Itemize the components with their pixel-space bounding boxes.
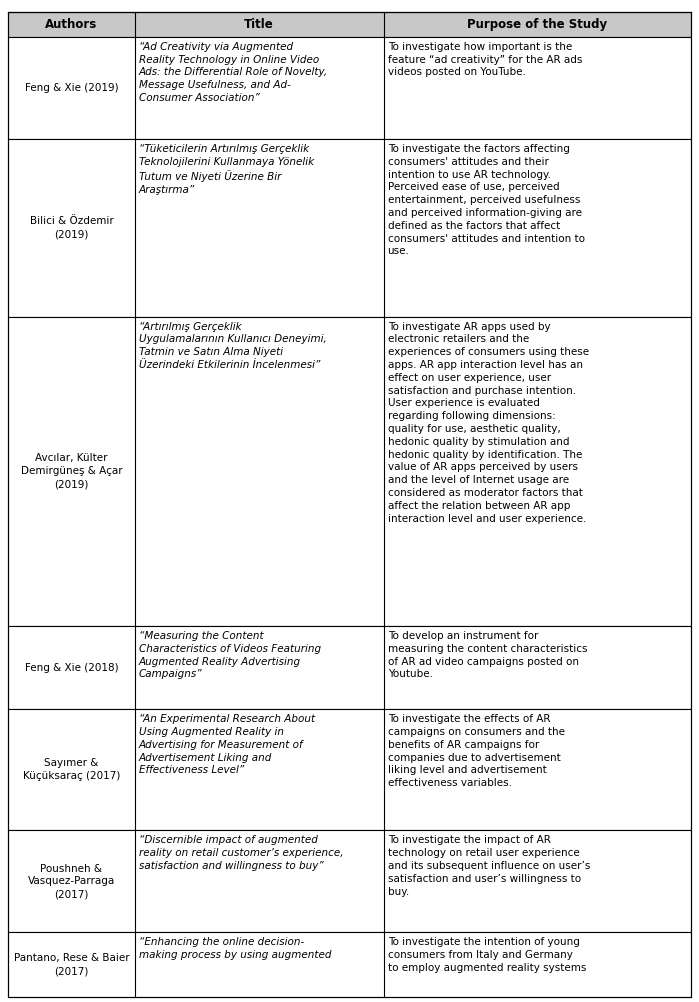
- Text: “Ad Creativity via Augmented
Reality Technology in Online Video
Ads: the Differe: “Ad Creativity via Augmented Reality Tec…: [138, 42, 328, 103]
- Text: Sayımer &
Küçüksaraç (2017): Sayımer & Küçüksaraç (2017): [23, 759, 120, 782]
- Text: SAMPLE: SAMPLE: [85, 395, 642, 768]
- Bar: [8, 139, 691, 317]
- Text: Avcılar, Külter
Demirgüneş & Açar
(2019): Avcılar, Külter Demirgüneş & Açar (2019): [21, 454, 122, 489]
- Text: Title: Title: [244, 18, 274, 31]
- Text: “Tüketicilerin Artırılmış Gerçeklik
Teknolojilerini Kullanmaya Yönelik
Tutum ve : “Tüketicilerin Artırılmış Gerçeklik Tekn…: [138, 144, 314, 195]
- Text: To develop an instrument for
measuring the content characteristics
of AR ad vide: To develop an instrument for measuring t…: [388, 631, 587, 679]
- Text: Poushneh &
Vasquez-Parraga
(2017): Poushneh & Vasquez-Parraga (2017): [28, 864, 115, 899]
- Bar: [8, 831, 691, 933]
- Text: “Artırılmış Gerçeklik
Uygulamalarının Kullanıcı Deneyimi,
Tatmin ve Satın Alma N: “Artırılmış Gerçeklik Uygulamalarının Ku…: [138, 322, 326, 370]
- Text: “An Experimental Research About
Using Augmented Reality in
Advertising for Measu: “An Experimental Research About Using Au…: [138, 714, 315, 776]
- Bar: [8, 12, 691, 37]
- Bar: [8, 626, 691, 709]
- Text: “Discernible impact of augmented
reality on retail customer’s experience,
satisf: “Discernible impact of augmented reality…: [138, 836, 343, 871]
- Text: Feng & Xie (2018): Feng & Xie (2018): [24, 662, 118, 672]
- Bar: [8, 933, 691, 997]
- Text: Purpose of the Study: Purpose of the Study: [467, 18, 607, 31]
- Text: Pantano, Rese & Baier
(2017): Pantano, Rese & Baier (2017): [14, 953, 129, 976]
- Text: Bilici & Özdemir
(2019): Bilici & Özdemir (2019): [29, 216, 113, 239]
- Text: Authors: Authors: [45, 18, 98, 31]
- Text: To investigate how important is the
feature “ad creativity” for the AR ads
video: To investigate how important is the feat…: [388, 42, 582, 77]
- Text: To investigate the intention of young
consumers from Italy and Germany
to employ: To investigate the intention of young co…: [388, 938, 586, 973]
- Text: Feng & Xie (2019): Feng & Xie (2019): [24, 83, 118, 93]
- Bar: [8, 37, 691, 139]
- Bar: [8, 317, 691, 626]
- Text: To investigate the impact of AR
technology on retail user experience
and its sub: To investigate the impact of AR technolo…: [388, 836, 590, 897]
- Text: To investigate the effects of AR
campaigns on consumers and the
benefits of AR c: To investigate the effects of AR campaig…: [388, 714, 565, 789]
- Text: To investigate the factors affecting
consumers' attitudes and their
intention to: To investigate the factors affecting con…: [388, 144, 584, 257]
- Text: To investigate AR apps used by
electronic retailers and the
experiences of consu: To investigate AR apps used by electroni…: [388, 322, 589, 524]
- Text: “Enhancing the online decision-
making process by using augmented: “Enhancing the online decision- making p…: [138, 938, 331, 960]
- Bar: [8, 709, 691, 831]
- Text: “Measuring the Content
Characteristics of Videos Featuring
Augmented Reality Adv: “Measuring the Content Characteristics o…: [138, 631, 321, 679]
